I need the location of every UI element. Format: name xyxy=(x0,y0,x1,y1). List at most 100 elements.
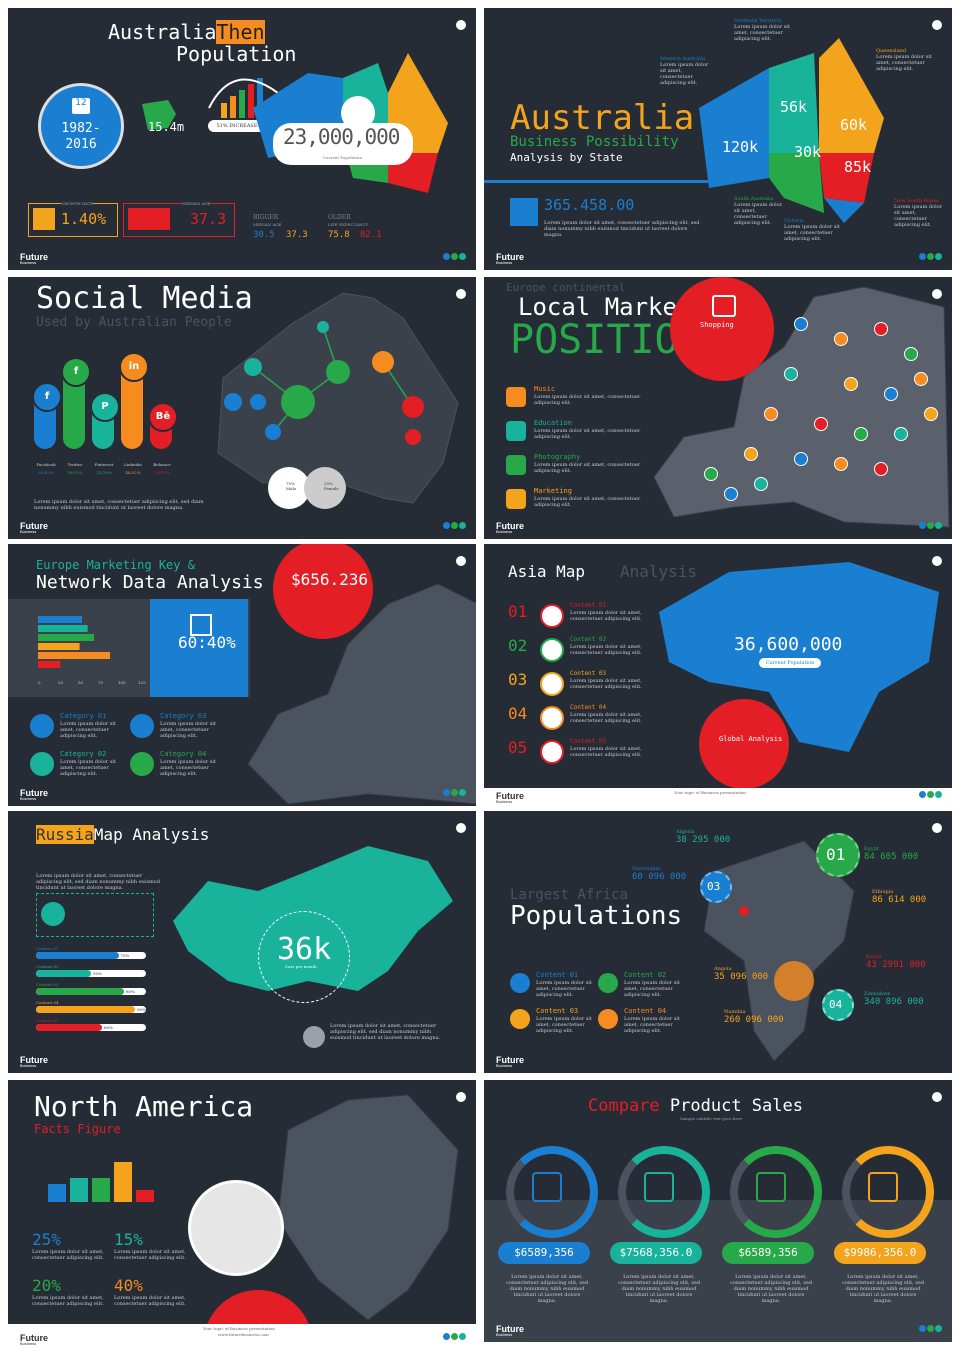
map-pin[interactable] xyxy=(884,387,898,401)
page-number xyxy=(932,556,942,566)
content-item: Content 04 Lorem ipsum dolor sit amet, c… xyxy=(598,1007,686,1041)
map-pin[interactable] xyxy=(704,467,718,481)
slide-europe-network[interactable]: Europe Marketing Key & Network Data Anal… xyxy=(8,544,476,806)
content-icon xyxy=(540,672,564,696)
slide-australia-population[interactable]: AustraliaThen Population 12 1982-2016 15… xyxy=(8,8,476,270)
chart-bar xyxy=(38,661,61,668)
title: North America xyxy=(34,1090,254,1123)
page-number xyxy=(932,289,942,299)
slide-compare-sales[interactable]: Compare Product Sales Sample subtitle te… xyxy=(484,1080,952,1342)
content-text: Lorem ipsum dolor sit amet, consectetuer… xyxy=(570,712,642,724)
chart-bar xyxy=(38,634,94,641)
map-pin[interactable] xyxy=(764,407,778,421)
content-icon xyxy=(510,1009,530,1029)
map-pin[interactable] xyxy=(904,347,918,361)
stat-v1: 30.5 xyxy=(253,230,275,240)
map-pin[interactable] xyxy=(894,427,908,441)
axis-tick: 75 xyxy=(98,680,104,685)
social-bar-pinterest: P xyxy=(90,392,120,449)
map-pin[interactable] xyxy=(744,447,758,461)
map-pin[interactable] xyxy=(814,417,828,431)
australia-state-map xyxy=(699,38,884,223)
stat-v3: 75.8 xyxy=(328,230,350,240)
map-pin[interactable] xyxy=(834,332,848,346)
content-number: 03 xyxy=(508,670,528,689)
product-item[interactable]: $7568,356.0 Lorem ipsum dolor sit amet, … xyxy=(610,1146,714,1336)
percent-value: 60:40% xyxy=(178,633,236,652)
stat-text: Lorem ipsum dolor sit amet, consectetuer… xyxy=(32,1249,104,1261)
slide-australia-business[interactable]: Australia Business Possibility Analysis … xyxy=(484,8,952,270)
social-network-diagram xyxy=(224,321,424,445)
social-label: Facebook xyxy=(36,462,56,467)
title-b: Populations xyxy=(510,901,683,931)
product-item[interactable]: $6589,356 Lorem ipsum dolor sit amet, co… xyxy=(498,1146,602,1336)
shopping-circle[interactable]: Shopping xyxy=(670,277,774,381)
item-label: Music xyxy=(534,385,556,393)
social-icons xyxy=(442,245,466,264)
chart-bar xyxy=(38,625,88,632)
category-label: Category 02 xyxy=(60,750,107,758)
map-pin[interactable] xyxy=(874,322,888,336)
slide-europe-market[interactable]: Europe continental Local Market POSITION… xyxy=(484,277,952,539)
pinterest-icon: P xyxy=(90,392,120,422)
behance-icon: Bē xyxy=(148,402,178,432)
map-pin[interactable] xyxy=(724,487,738,501)
progress-pct: 50% xyxy=(93,971,102,976)
map-pin[interactable] xyxy=(854,427,868,441)
map-pin[interactable] xyxy=(794,317,808,331)
content-grid: Content 01 Lorem ipsum dolor sit amet, c… xyxy=(510,971,690,1041)
europe-map-dots xyxy=(247,583,476,804)
body-text: Lorem ipsum dolor sit amet, consectetuer… xyxy=(330,1023,441,1041)
category-label: Category 04 xyxy=(160,750,207,758)
product-price: $6589,356 xyxy=(498,1242,590,1264)
map-pin[interactable] xyxy=(794,452,808,466)
content-text: Lorem ipsum dolor sit amet, consectetuer… xyxy=(536,1016,592,1034)
slide-north-america[interactable]: North America Facts Figure 25% Lorem ipsu… xyxy=(8,1080,476,1324)
product-item[interactable]: $6589,356 Lorem ipsum dolor sit amet, co… xyxy=(722,1146,826,1336)
slide-africa-populations[interactable]: Largest Africa Populations Content 01 Lo… xyxy=(484,811,952,1073)
category-text: Lorem ipsum dolor sit amet, consectetuer… xyxy=(160,721,216,739)
median-box: MEDIAN AGE 37.3 xyxy=(123,201,235,237)
content-text: Lorem ipsum dolor sit amet, consectetuer… xyxy=(570,746,642,758)
map-pin[interactable] xyxy=(874,462,888,476)
map-pin[interactable] xyxy=(784,367,798,381)
country-label: Mauritania 60 096 000 xyxy=(632,866,687,882)
pop-label: Current Population xyxy=(323,155,362,160)
stats-grid: 25% Lorem ipsum dolor sit amet, consectet… xyxy=(32,1230,202,1320)
percent-box: 60:40% xyxy=(150,599,248,697)
map-pin[interactable] xyxy=(914,372,928,386)
category-item: Category 03 Lorem ipsum dolor sit amet, … xyxy=(130,712,230,746)
content-number: 02 xyxy=(508,636,528,655)
tasmania-map-shape xyxy=(142,100,176,130)
axis-tick: 125 xyxy=(138,680,146,685)
content-text: Lorem ipsum dolor sit amet, consectetuer… xyxy=(624,1016,680,1034)
content-text: Lorem ipsum dolor sit amet, consectetuer… xyxy=(536,980,592,998)
product-price: $7568,356.0 xyxy=(610,1242,702,1264)
title-a: Largest Africa xyxy=(510,887,629,903)
map-pin[interactable] xyxy=(844,377,858,391)
item-text: Lorem ipsum dolor sit amet, consectetuer… xyxy=(534,462,641,474)
product-ring xyxy=(730,1146,822,1238)
slide-russia-map[interactable]: RussiaMap Analysis Lorem ipsum dolor sit… xyxy=(8,811,476,1073)
stat-item: 25% Lorem ipsum dolor sit amet, consectet… xyxy=(32,1230,112,1274)
map-pin[interactable] xyxy=(834,457,848,471)
product-item[interactable]: $9986,356.0 Lorem ipsum dolor sit amet, … xyxy=(834,1146,938,1336)
title: Australia xyxy=(510,98,695,138)
content-icon xyxy=(540,604,564,628)
region-label-nsw: New South Wales Lorem ipsum dolor sit ame… xyxy=(894,198,943,228)
stat-value: 15% xyxy=(114,1230,143,1249)
slide-asia-map[interactable]: Asia Map Analysis 01 Content 01 Lorem ip… xyxy=(484,544,952,788)
money-circle: $656.236 xyxy=(273,544,373,639)
stat-text: Lorem ipsum dolor sit amet, consectetuer… xyxy=(114,1249,186,1261)
title-a: Europe continental xyxy=(506,281,626,294)
median-age-small: MEDIAN AGE xyxy=(253,222,282,227)
female-circle: 25% Female xyxy=(304,467,346,509)
qld-value: 60k xyxy=(840,116,868,134)
cap-icon xyxy=(303,1026,325,1048)
map-pin[interactable] xyxy=(924,407,938,421)
map-pin[interactable] xyxy=(754,477,768,491)
subtitle: Used by Australian People xyxy=(36,315,232,330)
subtitle: Facts Figure xyxy=(34,1122,121,1136)
calendar-icon: 12 xyxy=(72,98,90,114)
slide-social-media[interactable]: Social Media Used by Australian People 7… xyxy=(8,277,476,539)
